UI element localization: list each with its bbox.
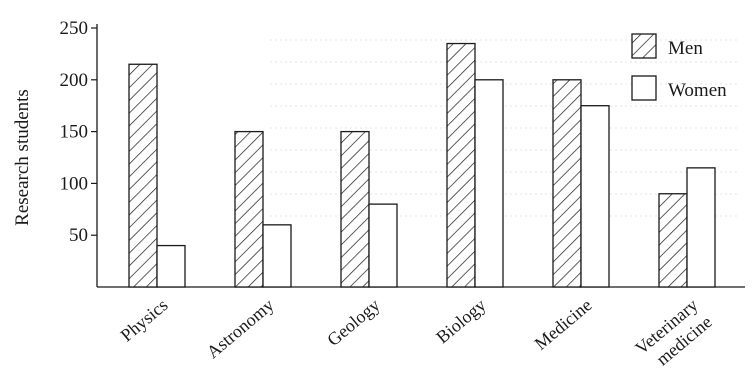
y-tick-label: 200 — [60, 70, 89, 91]
y-axis-title: Research students — [12, 89, 33, 226]
bar-men-veterinary-medicine — [658, 193, 688, 288]
bar-women-biology — [474, 79, 504, 288]
y-tick-label: 50 — [69, 225, 88, 246]
bar-women-astronomy — [262, 224, 292, 288]
bar-men-geology — [340, 130, 370, 288]
x-category-label: Physics — [117, 295, 172, 346]
x-category-label: Astronomy — [203, 295, 278, 362]
bar-men-astronomy — [234, 130, 264, 288]
legend-swatch-men — [631, 33, 657, 59]
bar-women-veterinary-medicine — [686, 167, 716, 288]
bar-men-physics — [128, 63, 158, 288]
y-tick-label: 100 — [60, 173, 89, 194]
bar-men-medicine — [552, 79, 582, 288]
bar-women-medicine — [580, 105, 610, 288]
x-category-label: Veterinarymedicine — [631, 295, 715, 375]
legend-label-men: Men — [668, 38, 703, 59]
bar-women-geology — [368, 203, 398, 288]
x-category-label: Geology — [323, 295, 383, 350]
y-tick-label: 250 — [60, 18, 89, 39]
x-category-label: Biology — [432, 295, 489, 348]
axes — [91, 24, 745, 288]
bars — [128, 42, 716, 288]
y-tick-label: 150 — [60, 122, 89, 143]
legend: Men Women — [631, 33, 727, 101]
legend-swatch-women — [631, 75, 657, 101]
bar-men-biology — [446, 42, 476, 288]
bar-women-physics — [156, 244, 186, 288]
legend-label-women: Women — [668, 80, 727, 101]
x-category-label: Medicine — [531, 295, 596, 354]
